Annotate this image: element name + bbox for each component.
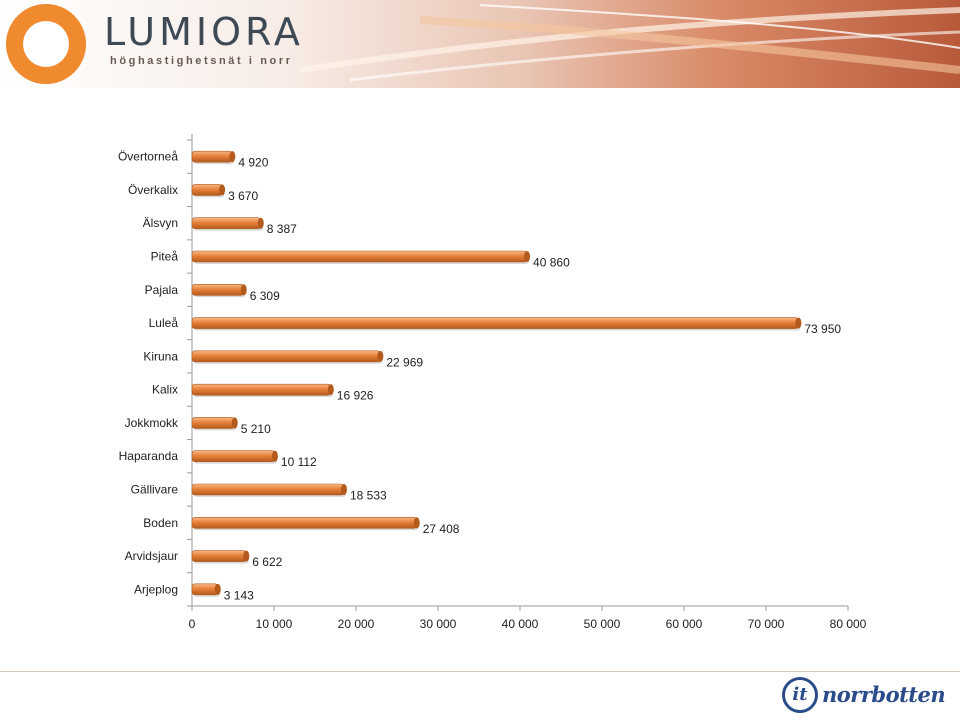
- brand-name: LUMIORA: [104, 10, 304, 54]
- bar-value-label: 6 622: [252, 555, 282, 569]
- bar: [191, 350, 381, 363]
- bar-value-label: 27 408: [423, 522, 460, 536]
- bar: [191, 184, 223, 196]
- bar-end-cap: [327, 384, 334, 396]
- bar-group: [191, 350, 384, 364]
- bar-end-cap: [214, 583, 221, 595]
- chart-axes: [187, 134, 849, 611]
- bar-end-cap: [271, 450, 278, 462]
- category-label: Boden: [143, 516, 178, 530]
- category-label: Gällivare: [131, 483, 179, 497]
- bar-group: [191, 483, 347, 497]
- bar-value-label: 6 309: [250, 289, 280, 303]
- bar-group: [191, 450, 278, 464]
- bar: [191, 417, 236, 429]
- bar-end-cap: [231, 417, 238, 429]
- category-label: Arvidsjaur: [125, 549, 178, 563]
- bar-value-label: 16 926: [337, 389, 374, 403]
- bar: [191, 383, 332, 396]
- brand-tagline: höghastighetsnät i norr: [110, 55, 293, 67]
- bar-end-cap: [229, 151, 236, 163]
- bar: [191, 550, 247, 562]
- category-label: Haparanda: [119, 449, 179, 463]
- category-label: Överkalix: [128, 183, 178, 197]
- bar: [191, 217, 262, 230]
- bar-group: [191, 283, 247, 298]
- bar-value-label: 40 860: [533, 256, 570, 270]
- bar-group: [191, 417, 238, 431]
- bar-group: [191, 317, 802, 331]
- bar-value-label: 4 920: [238, 156, 268, 170]
- bar-end-cap: [413, 517, 420, 529]
- bar-end-cap: [340, 484, 347, 495]
- bar-group: [191, 583, 221, 597]
- bar-value-label: 18 533: [350, 489, 387, 503]
- bar-group: [191, 217, 264, 231]
- category-label: Kalix: [152, 383, 178, 397]
- bar-value-label: 5 210: [241, 422, 271, 436]
- x-tick-label: 40 000: [502, 617, 539, 631]
- category-label: Piteå: [151, 250, 179, 264]
- bar-value-label: 22 969: [386, 355, 423, 369]
- bar-group: [191, 550, 250, 564]
- it-logo-icon: it: [782, 677, 818, 713]
- bar-end-cap: [243, 550, 250, 562]
- bar-end-cap: [377, 350, 384, 362]
- bar-end-cap: [257, 217, 264, 229]
- bar-value-label: 3 143: [224, 588, 254, 602]
- x-tick-label: 70 000: [748, 617, 785, 631]
- bar-group: [191, 383, 334, 398]
- footer-divider: [0, 671, 960, 672]
- bar-value-label: 8 387: [267, 222, 297, 236]
- bar: [191, 317, 799, 329]
- bar: [191, 483, 345, 496]
- bar-group: [191, 516, 420, 531]
- bar-end-cap: [524, 251, 531, 262]
- x-tick-label: 10 000: [256, 617, 293, 631]
- bar-value-label: 3 670: [228, 189, 258, 203]
- footer-logo-name: norrbotten: [822, 682, 946, 707]
- bar-end-cap: [240, 284, 247, 296]
- bar-chart: 0 10 000 20 000 30 000 40 000 50 000 60 000 70 …: [118, 134, 867, 631]
- x-tick-label: 30 000: [420, 617, 457, 631]
- footer-logo: it norrbotten: [782, 676, 952, 716]
- bar: [191, 583, 219, 596]
- x-tick-label: 0: [189, 617, 196, 631]
- x-tick-label: 60 000: [666, 617, 703, 631]
- category-label: Arjeplog: [134, 582, 178, 596]
- category-label: Pajala: [145, 283, 179, 297]
- category-label: Luleå: [149, 316, 179, 330]
- bar-group: [191, 150, 236, 165]
- chart-bars: [191, 150, 802, 597]
- x-tick-label: 80 000: [830, 617, 867, 631]
- category-label: Kiruna: [143, 349, 178, 363]
- brand-logo-circle: [6, 4, 86, 84]
- bar-value-label: 10 112: [281, 455, 317, 469]
- bar-value-label: 73 950: [804, 322, 841, 336]
- bar-end-cap: [219, 184, 226, 196]
- light-streaks-decoration: [299, 4, 960, 82]
- bar: [191, 250, 528, 263]
- bar: [191, 450, 276, 463]
- bar: [191, 283, 245, 296]
- bar-group: [191, 184, 226, 198]
- bar-end-cap: [795, 317, 802, 329]
- category-label: Jokkmokk: [125, 416, 179, 430]
- bar: [191, 516, 418, 529]
- header-banner: LUMIORA höghastighetsnät i norr: [0, 0, 960, 88]
- bar-group: [191, 250, 531, 264]
- x-tick-label: 20 000: [338, 617, 375, 631]
- x-tick-label: 50 000: [584, 617, 621, 631]
- chart-labels: 0 10 000 20 000 30 000 40 000 50 000 60 000 70 …: [118, 150, 867, 631]
- category-label: Älsvyn: [143, 216, 178, 230]
- category-label: Övertorneå: [118, 150, 178, 164]
- bar: [191, 150, 233, 163]
